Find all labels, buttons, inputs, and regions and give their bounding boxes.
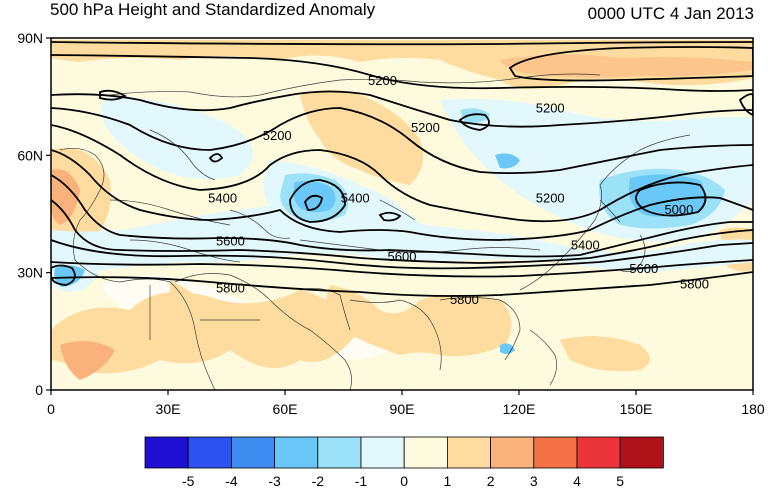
colorbar-label: -5 bbox=[182, 473, 195, 489]
lat-tick-label: 60N bbox=[17, 147, 43, 163]
colorbar-label: 4 bbox=[573, 473, 581, 489]
lon-tick-label: 150E bbox=[620, 401, 653, 417]
lat-tick-label: 90N bbox=[17, 30, 43, 46]
colorbar-swatch bbox=[403, 436, 448, 469]
lon-tick-label: 60E bbox=[273, 401, 298, 417]
colorbar-label: -3 bbox=[268, 473, 281, 489]
contour-label: 5600 bbox=[388, 249, 417, 264]
colorbar-swatch bbox=[533, 436, 578, 469]
colorbar-label: 1 bbox=[444, 473, 452, 489]
contour-label: 5400 bbox=[341, 190, 370, 205]
contour-label: 5200 bbox=[263, 128, 292, 143]
contour-label: 5200 bbox=[368, 73, 397, 88]
lon-tick-label: 90E bbox=[390, 401, 415, 417]
lat-tick-label: 30N bbox=[17, 265, 43, 281]
map-title: 500 hPa Height and Standardized Anomaly bbox=[50, 0, 376, 19]
contour-labels: 5200 5200 5200 5200 5400 5400 5200 5000 5600 5600… bbox=[208, 73, 709, 307]
contour-label: 5800 bbox=[450, 292, 479, 307]
colorbar-label: 3 bbox=[530, 473, 538, 489]
contour-label: 5400 bbox=[571, 237, 600, 252]
contour-label: 5200 bbox=[411, 120, 440, 135]
map-timestamp: 0000 UTC 4 Jan 2013 bbox=[587, 4, 754, 23]
colorbar-label: 5 bbox=[616, 473, 624, 489]
contour-label: 5200 bbox=[536, 100, 565, 115]
colorbar: -5 -4 -3 -2 -1 0 1 2 3 4 5 bbox=[144, 436, 664, 489]
contour-label: 5600 bbox=[216, 233, 245, 248]
contour-label: 5800 bbox=[216, 280, 245, 295]
contour-label: 5000 bbox=[664, 202, 693, 217]
colorbar-swatch bbox=[446, 436, 491, 469]
colorbar-label: -4 bbox=[225, 473, 238, 489]
colorbar-swatch bbox=[274, 436, 319, 469]
colorbar-label: 0 bbox=[400, 473, 408, 489]
colorbar-swatch bbox=[187, 436, 232, 469]
latitude-ticks: 0 30N 60N 90N bbox=[17, 30, 51, 398]
colorbar-label: -2 bbox=[312, 473, 325, 489]
colorbar-swatch bbox=[619, 436, 664, 469]
longitude-ticks: 0 30E 60E 90E 120E 150E 180 bbox=[47, 390, 765, 417]
colorbar-swatch bbox=[576, 436, 621, 469]
contour-label: 5800 bbox=[680, 276, 709, 291]
colorbar-swatch bbox=[144, 436, 189, 469]
lon-tick-label: 30E bbox=[156, 401, 181, 417]
lon-tick-label: 120E bbox=[503, 401, 536, 417]
lon-tick-label: 0 bbox=[47, 401, 55, 417]
lat-tick-label: 0 bbox=[35, 382, 43, 398]
colorbar-swatch bbox=[490, 436, 535, 469]
contour-label: 5600 bbox=[629, 261, 658, 276]
contour-label: 5400 bbox=[208, 190, 237, 205]
colorbar-swatch bbox=[360, 436, 405, 469]
lon-tick-label: 180 bbox=[741, 401, 765, 417]
contour-label: 5200 bbox=[536, 190, 565, 205]
colorbar-label: -1 bbox=[355, 473, 368, 489]
colorbar-swatch bbox=[230, 436, 275, 469]
anomaly-shading bbox=[51, 38, 753, 390]
colorbar-swatch bbox=[317, 436, 362, 469]
colorbar-label: 2 bbox=[487, 473, 495, 489]
